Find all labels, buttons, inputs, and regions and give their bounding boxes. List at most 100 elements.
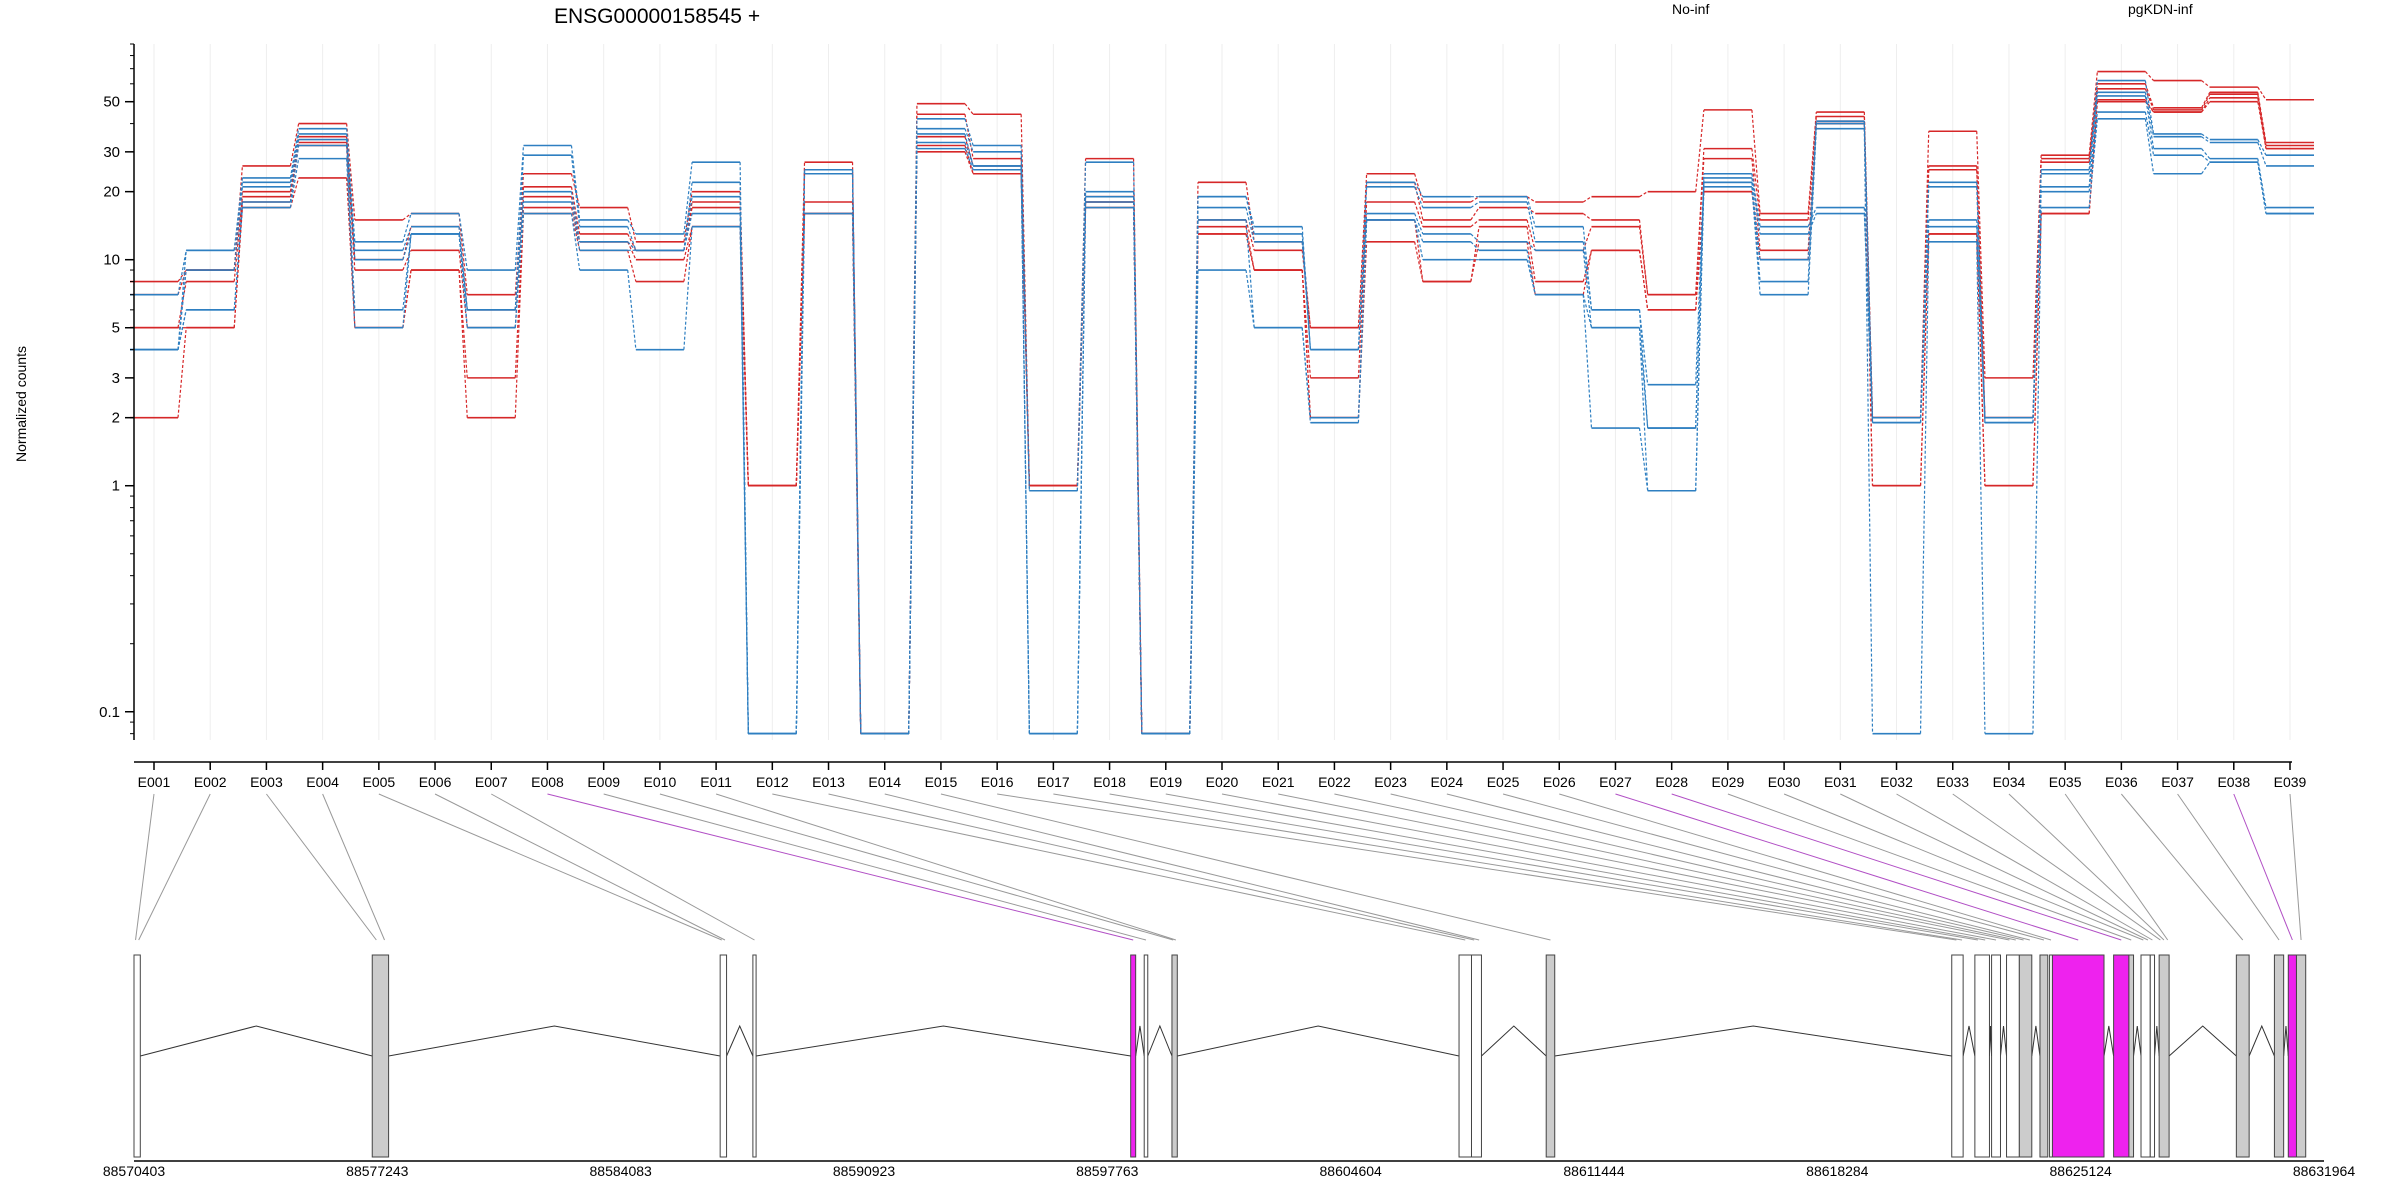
data-connector (1301, 327, 1312, 423)
data-connector (1245, 207, 1255, 242)
data-connector (2144, 95, 2155, 149)
exon-block (1974, 954, 1990, 1158)
genomic-coordinate-label: 88618284 (1806, 1163, 1869, 1179)
data-connector (964, 151, 974, 174)
exon-bin-label: E018 (1093, 774, 1126, 790)
data-connector (2257, 162, 2267, 214)
exon-connector (1334, 793, 2016, 941)
exon-bin-label: E009 (587, 774, 620, 790)
exon-bin-label: E021 (1262, 774, 1295, 790)
intron-line (1177, 1025, 1460, 1057)
data-connector (1582, 213, 1592, 221)
chart-title: ENSG00000158545 + (554, 5, 760, 28)
exon-bin-label: E038 (2217, 774, 2250, 790)
y-tick-label: 30 (103, 144, 120, 161)
exon-bin-label: E023 (1374, 774, 1407, 790)
data-connector (1076, 207, 1087, 734)
exon-connector (547, 793, 1134, 941)
data-connector (1357, 201, 1368, 378)
data-connector (346, 158, 356, 328)
exon-bin-label: E030 (1768, 774, 1801, 790)
data-connector (402, 213, 412, 221)
exon-block (1991, 954, 2001, 1158)
data-connector (1863, 128, 1874, 734)
intron-line (2103, 1025, 2115, 1057)
data-connector (233, 182, 244, 251)
data-connector (1357, 213, 1368, 350)
exon-block (1470, 954, 1482, 1158)
data-connector (1132, 207, 1143, 734)
data-connector (177, 281, 187, 328)
data-connector (964, 133, 974, 167)
data-connector (1751, 173, 1761, 227)
data-connector (1357, 241, 1368, 418)
data-connector (1414, 219, 1424, 260)
data-connector (1470, 207, 1480, 221)
data-connector (2088, 71, 2098, 156)
data-connector (2257, 158, 2267, 208)
exon-bin-label: E012 (756, 774, 789, 790)
data-connector (289, 158, 300, 208)
intron-line (726, 1024, 754, 1057)
data-connector (1638, 327, 1649, 491)
exon-bin-label: E036 (2105, 774, 2138, 790)
data-connector (683, 191, 693, 242)
exon-bin-label: E028 (1655, 774, 1688, 790)
exon-block-significant (2287, 954, 2297, 1158)
data-connector (458, 213, 468, 271)
exon-block (2128, 954, 2135, 1158)
data-connector (627, 219, 637, 235)
data-connector (177, 269, 187, 350)
exon-bin-label: E016 (981, 774, 1014, 790)
exon-connector (138, 793, 211, 941)
data-connector (627, 207, 637, 242)
data-connector (1245, 196, 1255, 235)
exon-connector-lines (135, 793, 2302, 941)
data-connector (1695, 173, 1705, 385)
exon-bin-label: E002 (194, 774, 227, 790)
data-connector (2088, 111, 2098, 192)
exon-connector (266, 793, 377, 941)
data-connector (2257, 139, 2267, 156)
data-connector (233, 207, 244, 310)
data-connector (402, 233, 412, 310)
data-connector (1638, 226, 1649, 295)
genomic-coordinate-label: 88611444 (1563, 1163, 1624, 1179)
data-connector (1526, 226, 1536, 282)
data-connector (514, 145, 525, 271)
exon-block-significant (2113, 954, 2130, 1158)
legend: No-inf pgKDN-inf (1672, 1, 2193, 17)
data-connector (1526, 241, 1536, 251)
data-connector (683, 226, 693, 282)
data-connector (1526, 259, 1536, 295)
data-connector (570, 213, 581, 271)
data-connector (627, 250, 637, 282)
data-connector (1582, 250, 1593, 328)
exon-connector (1446, 793, 2030, 941)
data-connector (2201, 154, 2211, 163)
exon-connector (2064, 793, 2169, 941)
data-connector (2201, 133, 2211, 141)
data-connector (2257, 142, 2267, 167)
series-pgkdn-inf-sample (130, 118, 2314, 735)
data-connector (1526, 250, 1536, 295)
data-connector (289, 128, 300, 179)
exon-connector (828, 793, 1475, 941)
intron-line (388, 1025, 721, 1057)
data-connector (458, 213, 468, 295)
intron-line (1135, 1025, 1145, 1057)
data-connector (1919, 233, 1930, 486)
data-connector (514, 213, 525, 328)
data-connector (2201, 92, 2211, 109)
exon-bin-label: E004 (306, 774, 339, 790)
data-connector (908, 148, 918, 734)
exon-block (2158, 954, 2170, 1158)
exon-connector (1840, 793, 2149, 941)
data-connector (1245, 219, 1255, 328)
data-connector (1695, 182, 1705, 429)
exon-connector (1559, 793, 2052, 941)
data-connector (1976, 241, 1986, 734)
data-connector (1976, 226, 1986, 423)
data-connector (346, 142, 356, 271)
